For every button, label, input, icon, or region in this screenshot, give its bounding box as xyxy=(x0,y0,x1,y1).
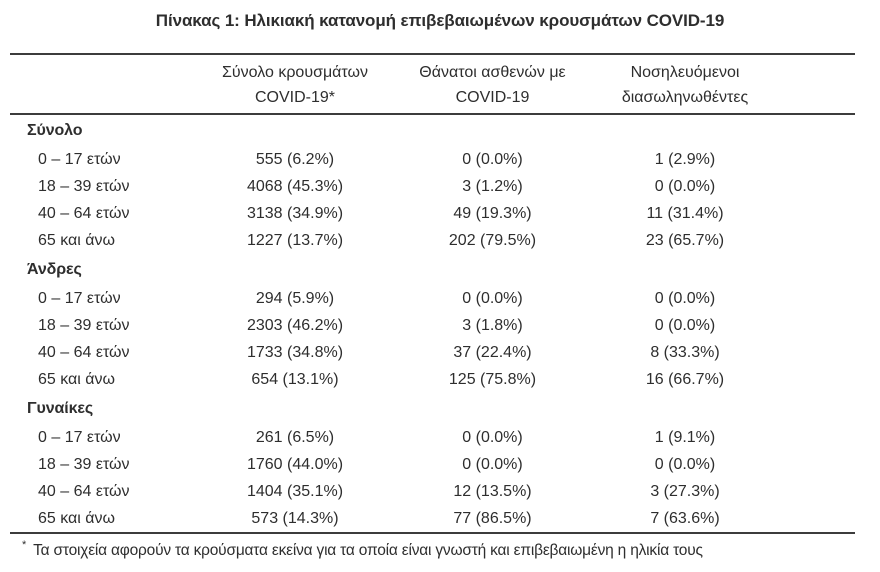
table-header: Σύνολο κρουσμάτων COVID-19* Θάνατοι ασθε… xyxy=(10,54,855,115)
column-header-cases-line2: COVID-19* xyxy=(254,89,336,106)
cell-deaths: 0 (0.0%) xyxy=(462,290,523,307)
row-label: 65 και άνω xyxy=(38,232,116,249)
cell-deaths: 0 (0.0%) xyxy=(462,456,523,473)
cell-cases: 294 (5.9%) xyxy=(255,290,335,307)
cell-intubated: 0 (0.0%) xyxy=(654,456,716,473)
row-label: 0 – 17 ετών xyxy=(38,290,121,307)
cell-intubated: 1 (2.9%) xyxy=(654,151,716,168)
column-header-deaths-line1: Θάνατοι ασθενών με xyxy=(419,64,566,81)
cell-intubated: 16 (66.7%) xyxy=(645,371,725,388)
section-row-total: Σύνολο xyxy=(10,114,855,146)
cell-deaths: 12 (13.5%) xyxy=(453,483,532,500)
table-row: 0 – 17 ετών 555 (6.2%) 0 (0.0%) 1 (2.9%) xyxy=(10,146,855,173)
cell-deaths: 202 (79.5%) xyxy=(448,232,537,249)
table-row: 65 και άνω 654 (13.1%) 125 (75.8%) 16 (6… xyxy=(10,366,855,393)
footnote-text: Τα στοιχεία αφορούν τα κρούσματα εκείνα … xyxy=(33,542,703,560)
column-header-intubated-line2: διασωληνωθέντες xyxy=(621,89,749,106)
row-label: 40 – 64 ετών xyxy=(38,344,130,361)
row-label: 40 – 64 ετών xyxy=(38,483,130,500)
footnote: * Τα στοιχεία αφορούν τα κρούσματα εκείνα… xyxy=(22,539,855,560)
spacer-cell xyxy=(780,173,855,200)
cell-deaths: 77 (86.5%) xyxy=(453,510,532,527)
cell-deaths: 3 (1.2%) xyxy=(462,178,523,195)
section-label: Άνδρες xyxy=(27,261,82,278)
section-row-women: Γυναίκες xyxy=(10,393,855,424)
row-label: 18 – 39 ετών xyxy=(38,317,130,334)
column-header-intubated-line1: Νοσηλευόμενοι xyxy=(630,64,740,81)
cell-deaths: 0 (0.0%) xyxy=(462,429,523,446)
column-header-age xyxy=(10,54,195,115)
table-row: 40 – 64 ετών 1404 (35.1%) 12 (13.5%) 3 (… xyxy=(10,478,855,505)
spacer-cell xyxy=(780,366,855,393)
cell-cases: 1760 (44.0%) xyxy=(246,456,344,473)
cell-deaths: 0 (0.0%) xyxy=(462,151,523,168)
cell-cases: 1404 (35.1%) xyxy=(246,483,344,500)
cell-cases: 1733 (34.8%) xyxy=(246,344,344,361)
row-label: 65 και άνω xyxy=(38,371,116,388)
column-header-cases: Σύνολο κρουσμάτων COVID-19* xyxy=(195,54,395,115)
spacer-cell xyxy=(780,312,855,339)
cell-deaths: 49 (19.3%) xyxy=(453,205,532,222)
column-header-spacer xyxy=(780,54,855,115)
section-row-men: Άνδρες xyxy=(10,254,855,285)
cell-intubated: 1 (9.1%) xyxy=(654,429,716,446)
cell-intubated: 3 (27.3%) xyxy=(650,483,720,500)
section-label: Γυναίκες xyxy=(27,400,94,417)
cell-intubated: 0 (0.0%) xyxy=(654,178,716,195)
table-wrap: Σύνολο κρουσμάτων COVID-19* Θάνατοι ασθε… xyxy=(10,53,855,560)
page-title: Πίνακας 1: Ηλικιακή κατανομή επιβεβαιωμέ… xyxy=(155,11,725,30)
row-label: 18 – 39 ετών xyxy=(38,178,130,195)
table-row: 18 – 39 ετών 2303 (46.2%) 3 (1.8%) 0 (0.… xyxy=(10,312,855,339)
cell-intubated: 8 (33.3%) xyxy=(650,344,720,361)
table-row: 18 – 39 ετών 1760 (44.0%) 0 (0.0%) 0 (0.… xyxy=(10,451,855,478)
table-row: 40 – 64 ετών 1733 (34.8%) 37 (22.4%) 8 (… xyxy=(10,339,855,366)
row-label: 40 – 64 ετών xyxy=(38,205,130,222)
row-label: 65 και άνω xyxy=(38,510,116,527)
table-row: 65 και άνω 573 (14.3%) 77 (86.5%) 7 (63.… xyxy=(10,505,855,533)
spacer-cell xyxy=(780,285,855,312)
spacer-cell xyxy=(780,146,855,173)
spacer-cell xyxy=(780,505,855,533)
column-header-deaths: Θάνατοι ασθενών με COVID-19 xyxy=(395,54,590,115)
spacer-cell xyxy=(780,227,855,254)
cell-deaths: 125 (75.8%) xyxy=(448,371,537,388)
cell-cases: 3138 (34.9%) xyxy=(246,205,344,222)
table-body: Σύνολο 0 – 17 ετών 555 (6.2%) 0 (0.0%) 1… xyxy=(10,114,855,533)
table-row: 18 – 39 ετών 4068 (45.3%) 3 (1.2%) 0 (0.… xyxy=(10,173,855,200)
cell-cases: 1227 (13.7%) xyxy=(246,232,344,249)
cell-intubated: 23 (65.7%) xyxy=(645,232,725,249)
footnote-marker: * xyxy=(22,539,27,551)
row-label: 18 – 39 ετών xyxy=(38,456,130,473)
spacer-cell xyxy=(780,424,855,451)
data-table: Σύνολο κρουσμάτων COVID-19* Θάνατοι ασθε… xyxy=(10,53,855,534)
cell-intubated: 11 (31.4%) xyxy=(646,205,724,222)
cell-intubated: 7 (63.6%) xyxy=(650,510,720,527)
spacer-cell xyxy=(780,478,855,505)
table-row: 0 – 17 ετών 261 (6.5%) 0 (0.0%) 1 (9.1%) xyxy=(10,424,855,451)
spacer-cell xyxy=(780,200,855,227)
cell-cases: 2303 (46.2%) xyxy=(246,317,344,334)
cell-deaths: 37 (22.4%) xyxy=(453,344,532,361)
table-row: 40 – 64 ετών 3138 (34.9%) 49 (19.3%) 11 … xyxy=(10,200,855,227)
cell-cases: 573 (14.3%) xyxy=(251,510,339,527)
column-header-intubated: Νοσηλευόμενοι διασωληνωθέντες xyxy=(590,54,780,115)
cell-cases: 555 (6.2%) xyxy=(255,151,335,168)
spacer-cell xyxy=(780,339,855,366)
column-header-cases-line1: Σύνολο κρουσμάτων xyxy=(221,64,368,81)
section-label: Σύνολο xyxy=(27,122,83,139)
header-row: Σύνολο κρουσμάτων COVID-19* Θάνατοι ασθε… xyxy=(10,54,855,115)
spacer-cell xyxy=(780,451,855,478)
row-label: 0 – 17 ετών xyxy=(38,151,121,168)
cell-intubated: 0 (0.0%) xyxy=(654,317,716,334)
cell-intubated: 0 (0.0%) xyxy=(654,290,716,307)
cell-cases: 4068 (45.3%) xyxy=(246,178,344,195)
table-row: 0 – 17 ετών 294 (5.9%) 0 (0.0%) 0 (0.0%) xyxy=(10,285,855,312)
cell-cases: 654 (13.1%) xyxy=(251,371,339,388)
cell-cases: 261 (6.5%) xyxy=(255,429,335,446)
table-row: 65 και άνω 1227 (13.7%) 202 (79.5%) 23 (… xyxy=(10,227,855,254)
row-label: 0 – 17 ετών xyxy=(38,429,121,446)
cell-deaths: 3 (1.8%) xyxy=(462,317,523,334)
column-header-deaths-line2: COVID-19 xyxy=(455,89,530,106)
